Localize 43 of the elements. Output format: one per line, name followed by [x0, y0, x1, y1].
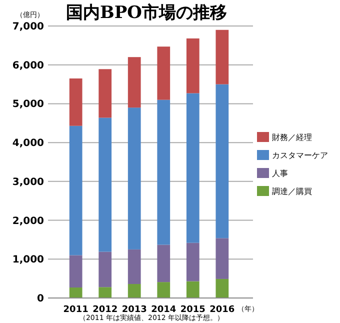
legend-label: 財務／経理	[272, 132, 312, 142]
bar	[69, 288, 82, 298]
y-tick-label: 3,000	[12, 176, 44, 188]
legend-label: 調達／購買	[272, 186, 312, 196]
chart-title: 国内BPO市場の推移	[66, 3, 227, 23]
y-tick-label: 5,000	[12, 99, 44, 110]
x-tick-label: 2015	[180, 305, 206, 315]
bar	[69, 126, 82, 256]
bar	[157, 46, 170, 100]
bar	[186, 281, 200, 298]
x-tick-label: 2016	[210, 305, 235, 315]
y-tick-label: 2,000	[12, 216, 44, 227]
y-tick-label: 7,000	[12, 22, 44, 32]
bar	[157, 282, 170, 298]
bar	[216, 238, 229, 279]
bar	[216, 30, 229, 84]
y-tick-label: 0	[37, 294, 44, 304]
bar	[128, 57, 141, 108]
bar	[98, 69, 112, 118]
x-tick-label: 2012	[92, 305, 118, 315]
bar	[157, 100, 170, 245]
bar	[157, 244, 170, 282]
bar	[98, 252, 112, 288]
bar	[128, 284, 141, 298]
x-tick-label: 2013	[122, 305, 147, 315]
bar	[186, 38, 200, 94]
y-tick-label: 6,000	[12, 60, 44, 72]
bar	[69, 255, 82, 288]
y-tick-label: 4,000	[12, 138, 44, 150]
x-tick-label: 2014	[151, 305, 176, 315]
bar	[186, 93, 200, 243]
bar	[186, 242, 200, 282]
bar	[98, 287, 112, 298]
legend-label: 人事	[272, 168, 288, 178]
bar	[216, 278, 229, 298]
bar	[69, 78, 82, 126]
bar	[128, 249, 141, 284]
legend-label: カスタマーケア	[272, 150, 328, 160]
y-tick-label: 1,000	[12, 254, 44, 266]
bar	[98, 118, 112, 252]
bar	[128, 108, 141, 250]
bar	[216, 84, 229, 238]
x-tick-label: 2011	[63, 305, 88, 315]
